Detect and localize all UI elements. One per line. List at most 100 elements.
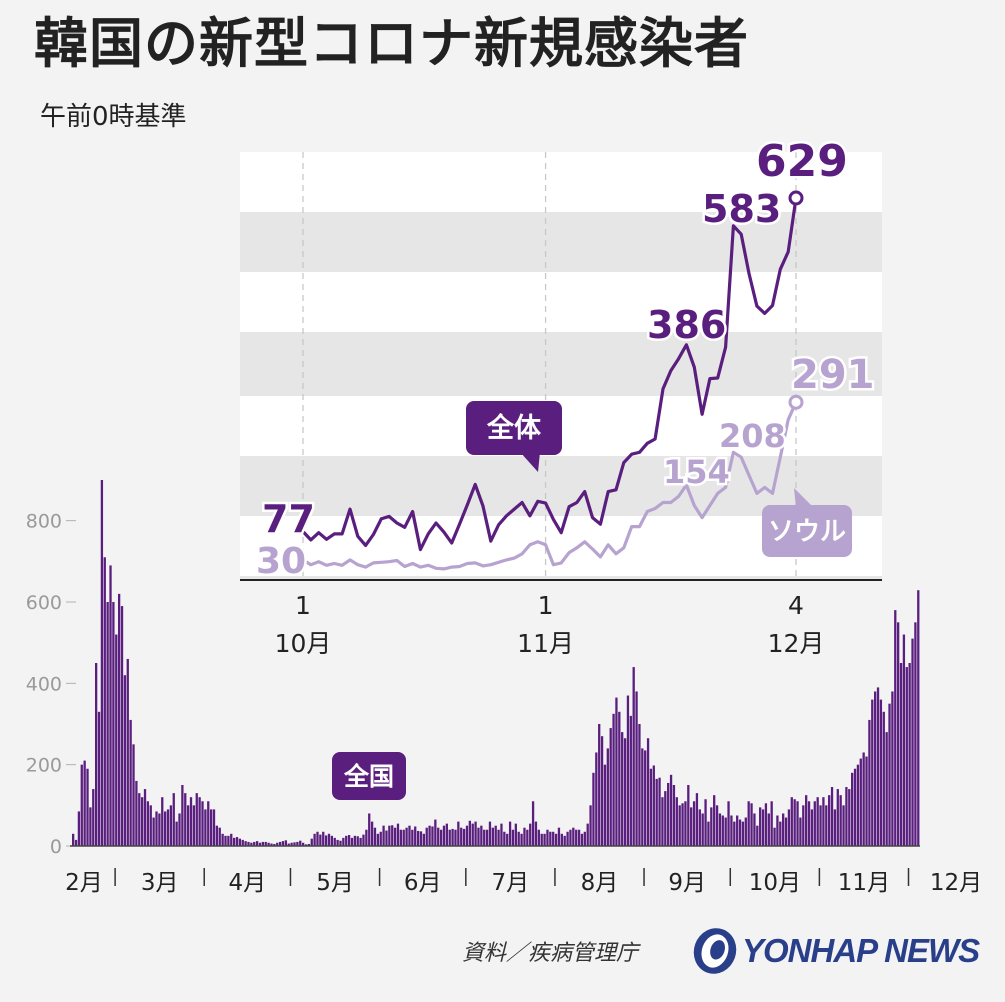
- chart-subtitle: 午前0時基準: [40, 102, 187, 132]
- seoul-value-label: 154: [663, 453, 730, 491]
- bar: [557, 827, 561, 846]
- bar: [434, 819, 437, 846]
- bar: [543, 833, 546, 846]
- bar: [575, 829, 578, 846]
- bar: [284, 840, 288, 846]
- bar: [181, 785, 184, 846]
- bar: [644, 750, 647, 846]
- bar: [787, 809, 791, 846]
- bar: [391, 825, 394, 846]
- bar: [730, 815, 733, 846]
- bar: [554, 833, 558, 846]
- bar: [255, 841, 259, 846]
- bar: [508, 821, 512, 846]
- bar: [189, 797, 193, 846]
- bar: [750, 803, 753, 846]
- bar: [408, 825, 411, 846]
- national-value-label: 583: [702, 187, 781, 231]
- bar: [894, 610, 897, 846]
- bar: [86, 768, 89, 846]
- bar: [799, 817, 802, 846]
- national-value-label: 77: [262, 497, 315, 541]
- bar: [856, 764, 860, 846]
- bar: [207, 801, 210, 846]
- bar: [764, 803, 768, 846]
- bar: [761, 809, 765, 846]
- seoul-end-marker: [788, 394, 804, 410]
- bar: [457, 821, 460, 846]
- bar: [483, 829, 486, 846]
- bar: [166, 809, 170, 846]
- bar: [911, 638, 914, 846]
- bar: [621, 732, 624, 846]
- bar: [221, 833, 224, 846]
- bar: [327, 833, 331, 846]
- inset-x-tick-day: 1: [538, 591, 554, 620]
- bar: [74, 839, 78, 846]
- month-label: 11月: [838, 870, 890, 896]
- bar: [546, 829, 549, 846]
- bar: [600, 736, 604, 846]
- bar: [747, 801, 750, 846]
- bar: [523, 827, 526, 846]
- bar: [411, 829, 414, 846]
- bar: [494, 825, 497, 846]
- bar: [687, 785, 690, 846]
- bar: [192, 805, 196, 846]
- bar: [526, 829, 529, 846]
- bar: [396, 823, 400, 846]
- bar: [399, 829, 402, 846]
- bar: [356, 836, 359, 846]
- bar: [569, 829, 572, 846]
- bar: [721, 815, 724, 846]
- bar: [324, 835, 328, 846]
- bar: [212, 809, 216, 846]
- bar: [807, 801, 811, 846]
- bar: [152, 817, 155, 846]
- bar: [638, 724, 641, 846]
- month-label: 12月: [930, 870, 982, 896]
- national-value-label: 386: [647, 303, 726, 347]
- bar: [776, 815, 779, 846]
- bar: [899, 663, 903, 846]
- bar: [652, 765, 655, 846]
- bar: [661, 797, 664, 846]
- bar: [112, 602, 115, 846]
- inset-band: [240, 272, 882, 332]
- bar: [448, 829, 451, 846]
- bar: [405, 827, 408, 846]
- bar: [888, 703, 891, 846]
- bar: [310, 838, 313, 846]
- bar: [566, 831, 569, 846]
- bar: [552, 831, 555, 846]
- national-tag: [332, 752, 406, 800]
- bar: [756, 825, 759, 846]
- bar: [790, 797, 793, 846]
- bar: [258, 842, 262, 846]
- national-line: [301, 197, 798, 552]
- bar: [195, 793, 198, 846]
- bar: [480, 825, 483, 846]
- bar: [120, 606, 124, 846]
- bar: [488, 821, 492, 846]
- bar: [439, 829, 443, 846]
- series-tag-national-pointer: [520, 452, 540, 472]
- y-tick-label: 400: [26, 673, 62, 695]
- bar: [531, 801, 535, 846]
- bar: [853, 768, 857, 846]
- bar: [753, 813, 756, 846]
- bar: [738, 819, 742, 846]
- bar: [451, 828, 454, 846]
- seoul-value-label: 208: [719, 417, 786, 455]
- bar: [186, 805, 190, 846]
- bar: [474, 821, 477, 846]
- bar: [218, 827, 221, 846]
- bar: [646, 738, 650, 846]
- bar: [83, 760, 86, 846]
- bar: [718, 813, 722, 846]
- bar: [882, 711, 885, 846]
- bar: [350, 837, 354, 846]
- y-tick-label: 600: [26, 592, 62, 614]
